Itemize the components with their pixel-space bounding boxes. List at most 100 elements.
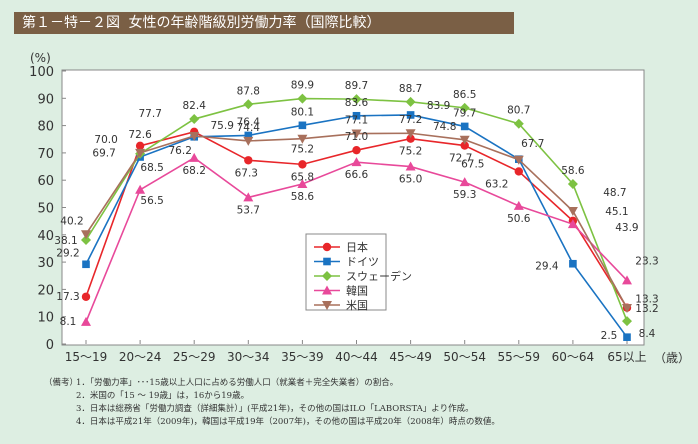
data-label: 76.2 (169, 145, 192, 157)
data-point (622, 303, 632, 313)
data-point (244, 156, 253, 165)
data-label: 29.2 (56, 247, 79, 259)
data-label: 80.7 (507, 105, 530, 117)
legend-item: 日本 (314, 240, 368, 254)
y-tick-label: 30 (37, 256, 54, 271)
data-label: 69.7 (92, 148, 115, 160)
y-axis-unit: (%) (30, 51, 51, 65)
note-item: 4．日本は平成21年（2009年)，韓国は平成19年（2007年)，その他の国は… (76, 417, 500, 427)
data-point (297, 93, 308, 104)
data-label: 56.5 (140, 195, 163, 207)
figure-number: 第１－特－２図 (22, 15, 120, 31)
x-axis-unit: （歳） (654, 351, 690, 365)
series-4 (81, 129, 632, 313)
data-point (623, 333, 631, 341)
legend-item: スウェーデン (314, 269, 412, 283)
data-point (406, 134, 415, 143)
data-label: 48.7 (603, 187, 626, 199)
data-label: 77.7 (139, 108, 162, 120)
data-point (405, 161, 416, 171)
note-item: 3．日本は総務省「労働力調査（詳細集計）」(平成21年)，その他の国はILO「L… (76, 404, 474, 414)
data-point (351, 94, 362, 105)
y-tick-label: 40 (37, 229, 54, 244)
data-point (513, 155, 524, 165)
data-point (352, 145, 361, 155)
legend-marker (322, 301, 332, 310)
data-point (298, 160, 307, 169)
data-label: 80.1 (291, 106, 314, 118)
data-point (514, 167, 523, 176)
data-point (622, 316, 632, 327)
data-point (81, 230, 91, 240)
data-label: 8.4 (639, 328, 656, 340)
data-point (567, 219, 578, 229)
data-label: 68.2 (183, 165, 206, 177)
data-label: 75.9 (211, 120, 234, 132)
notes-lead: （備考） (44, 378, 79, 388)
data-point (297, 179, 308, 189)
y-tick-label: 80 (37, 120, 54, 135)
data-label: 45.1 (605, 206, 628, 218)
data-point (189, 131, 200, 141)
data-point (135, 184, 146, 194)
x-tick-label: 60～64 (552, 350, 595, 364)
data-label: 72.7 (449, 153, 472, 165)
data-label: 68.5 (140, 162, 163, 174)
note-item: 1．「労働力率」･･･15歳以上人口に占める労働人口（就業者＋完全失業者）の割合… (76, 378, 399, 388)
data-label: 72.6 (128, 129, 152, 141)
data-label: 66.6 (345, 169, 369, 181)
data-label: 13.3 (635, 294, 658, 306)
data-label: 77.1 (345, 115, 368, 127)
data-point (405, 129, 416, 139)
data-point (513, 200, 524, 210)
data-label: 63.2 (485, 178, 508, 190)
x-tick-label: 50～54 (443, 350, 486, 364)
data-point (189, 152, 200, 162)
y-tick-label: 10 (37, 311, 54, 326)
data-label: 13.2 (635, 303, 658, 315)
data-label: 58.6 (561, 165, 585, 177)
data-label: 79.7 (453, 107, 476, 119)
data-point (567, 179, 578, 190)
x-tick-label: 45～49 (389, 350, 432, 364)
data-label: 71.0 (345, 131, 368, 143)
data-label: 75.2 (291, 144, 314, 156)
data-label: 86.5 (453, 89, 476, 101)
data-point (351, 129, 362, 139)
legend-label: 米国 (346, 299, 368, 312)
data-label: 40.2 (60, 215, 83, 227)
data-point (460, 141, 469, 150)
data-label: 38.1 (54, 235, 77, 247)
data-label: 67.3 (235, 167, 258, 179)
legend-label: ドイツ (346, 256, 379, 269)
notes: （備考） 1．「労働力率」･･･15歳以上人口に占める労働人口（就業者＋完全失業者… (44, 377, 500, 429)
data-label: 23.3 (635, 255, 658, 267)
data-label: 17.3 (56, 291, 79, 303)
data-point (298, 121, 307, 130)
y-tick-label: 20 (37, 283, 54, 298)
data-point (567, 207, 578, 217)
x-tick-label: 35～39 (281, 350, 324, 364)
data-label: 82.4 (183, 100, 207, 112)
series-0 (81, 127, 632, 312)
data-label: 74.4 (237, 122, 261, 134)
data-label: 70.0 (94, 134, 117, 146)
x-tick-label: 15～19 (65, 350, 108, 364)
data-point (189, 114, 200, 125)
y-tick-label: 100 (29, 65, 54, 80)
data-label: 59.3 (453, 189, 476, 201)
x-tick-label: 25～29 (173, 350, 216, 364)
x-tick-label: 30～34 (227, 350, 270, 364)
legend-marker (323, 257, 331, 266)
data-label: 89.9 (291, 80, 314, 92)
data-point (244, 131, 253, 140)
x-tick-label: 65以上 (607, 350, 646, 364)
data-point (459, 177, 470, 187)
data-label: 75.2 (399, 146, 422, 158)
y-tick-label: 70 (37, 147, 54, 162)
data-point (81, 316, 91, 326)
data-label: 53.7 (237, 204, 260, 216)
legend-label: 日本 (346, 240, 368, 254)
data-label: 89.7 (345, 80, 368, 92)
data-point (81, 292, 91, 301)
